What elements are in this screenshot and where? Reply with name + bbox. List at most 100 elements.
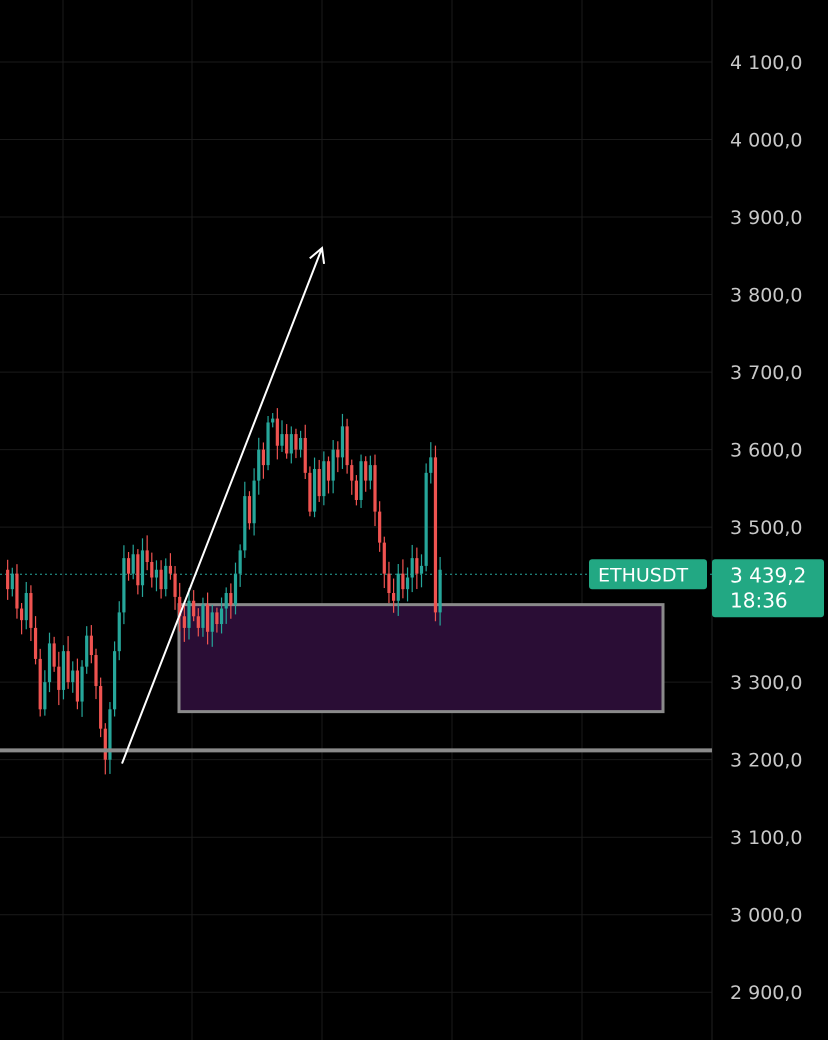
candle-body (196, 616, 200, 628)
candle-body (257, 449, 261, 481)
candle-body (122, 558, 126, 613)
candle-body (89, 635, 93, 656)
last-price-label: 3 439,2 (730, 563, 806, 587)
candle-body (317, 468, 321, 497)
candle-body (61, 651, 66, 690)
candle-body (154, 569, 159, 578)
candle-body (238, 550, 242, 574)
candle-body (29, 593, 33, 628)
candle-body (266, 422, 270, 466)
candle-body (438, 569, 442, 613)
candle-body (401, 573, 405, 590)
candle-body (340, 426, 345, 458)
candle-body (173, 573, 177, 597)
candle-body (396, 573, 400, 601)
candle-body (224, 593, 228, 609)
last-price-tag: 3 439,2 18:36 (712, 559, 824, 618)
candle-body (168, 565, 172, 574)
candle-body (99, 686, 103, 729)
candle-body (261, 449, 265, 466)
candle-body (229, 593, 233, 605)
candle-body (117, 612, 121, 652)
candle-body (387, 573, 391, 594)
candle-body (164, 565, 168, 590)
y-tick-label: 4 000,0 (730, 130, 803, 152)
price-axis[interactable]: 4 100,0 4 000,0 3 900,0 3 800,0 3 700,0 3 600… (730, 52, 803, 1004)
candle-body (103, 728, 107, 760)
candle-body (47, 643, 52, 683)
candle-body (126, 558, 131, 574)
symbol-tag: ETHUSDT (589, 559, 707, 590)
candle-body (178, 596, 182, 617)
candle-body (303, 437, 307, 473)
y-tick-label: 4 100,0 (730, 52, 803, 74)
candle-body (299, 437, 303, 450)
candle-body (192, 600, 196, 617)
candle-body (71, 670, 75, 683)
candle-body (364, 461, 368, 481)
chart-grid (0, 0, 713, 1040)
trend-arrow[interactable] (121, 246, 326, 764)
candle-body (392, 593, 396, 601)
resistance-zone-box[interactable] (177, 603, 665, 714)
candle-body (326, 461, 331, 481)
candle-body (80, 666, 84, 702)
candle-body (108, 709, 112, 760)
candle-body (252, 480, 256, 524)
candle-body (331, 449, 335, 481)
candle-body (206, 604, 210, 632)
candle-body (145, 550, 149, 563)
candle-body (433, 457, 438, 613)
candle-body (419, 565, 424, 574)
candle-body (280, 434, 284, 446)
candle-body (6, 569, 10, 590)
candle-body (43, 682, 47, 710)
candle-body (182, 616, 186, 628)
candle-body (294, 434, 298, 450)
candle-body (140, 550, 145, 586)
candle-body (136, 554, 140, 586)
candle-body (94, 655, 98, 687)
candle-body (113, 651, 117, 710)
candle-body (354, 480, 358, 500)
y-tick-label: 3 900,0 (730, 207, 803, 229)
candle-body (285, 434, 289, 454)
symbol-label: ETHUSDT (598, 564, 688, 586)
candle-body (429, 457, 433, 473)
candle-body (373, 465, 377, 512)
candle-body (322, 461, 326, 497)
candle-body (424, 472, 428, 566)
trend-arrow-shaft (121, 247, 323, 764)
candle-body (405, 577, 410, 590)
candle-body (378, 511, 382, 543)
candle-body (233, 573, 238, 605)
candle-body (66, 651, 70, 683)
candle-body (85, 635, 89, 667)
candle-body (187, 600, 191, 628)
candle-body (345, 426, 349, 466)
candle-body (150, 562, 154, 578)
candle-body (20, 608, 24, 621)
y-tick-label: 3 500,0 (730, 517, 803, 539)
candle-body (359, 461, 363, 500)
candle-body (215, 612, 219, 625)
candle-body (382, 542, 386, 574)
candle-body (159, 569, 163, 590)
y-tick-label: 3 800,0 (730, 285, 803, 307)
candle-body (336, 449, 340, 458)
candle-body (415, 558, 419, 574)
candle-body (219, 608, 224, 625)
candle-body (75, 670, 79, 702)
trend-arrow-head (309, 246, 326, 265)
candle-body (52, 643, 56, 667)
candle-body (10, 573, 14, 590)
candle-body (289, 434, 293, 454)
y-tick-label: 2 900,0 (730, 982, 803, 1004)
y-tick-label: 3 700,0 (730, 362, 803, 384)
candle-body (350, 465, 354, 481)
candle-body (24, 593, 28, 621)
candle-body (38, 658, 42, 710)
candle-body (210, 612, 214, 632)
y-tick-label: 3 100,0 (730, 827, 803, 849)
